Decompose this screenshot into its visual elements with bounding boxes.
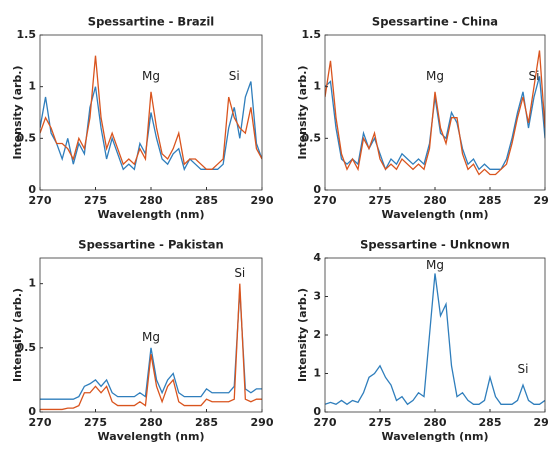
x-tick-label: 285	[479, 194, 502, 207]
x-tick-label: 290	[251, 194, 274, 207]
spectrum-line	[325, 50, 545, 176]
y-tick-label: 3	[313, 290, 321, 303]
x-tick-label: 285	[479, 416, 502, 429]
x-tick-label: 285	[195, 194, 218, 207]
x-tick-label: 270	[29, 194, 52, 207]
x-axis-label: Wavelength (nm)	[98, 208, 205, 221]
annotation: Mg	[426, 69, 444, 83]
y-tick-label: 1.5	[302, 28, 322, 41]
x-tick-label: 280	[140, 194, 163, 207]
spectrum-line	[40, 283, 262, 411]
annotation: Si	[529, 69, 540, 83]
spectrum-line	[325, 273, 545, 406]
x-axis-label: Wavelength (nm)	[382, 208, 489, 221]
x-tick-label: 275	[369, 416, 392, 429]
x-tick-label: 275	[84, 416, 107, 429]
spectrum-line	[325, 76, 545, 171]
y-tick-label: 1	[313, 80, 321, 93]
y-tick-label: 2	[313, 328, 321, 341]
chart-title: Spessartine - China	[372, 15, 498, 29]
axes-box	[324, 257, 546, 413]
x-tick-label: 270	[314, 194, 337, 207]
y-tick-label: 0	[313, 183, 321, 196]
y-tick-label: 0	[313, 405, 321, 418]
annotation: Mg	[426, 258, 444, 272]
y-axis-label: Intensity (arb.)	[296, 288, 309, 382]
x-tick-label: 275	[84, 194, 107, 207]
annotation: Mg	[142, 69, 160, 83]
x-axis-label: Wavelength (nm)	[98, 430, 205, 443]
y-tick-label: 1	[28, 277, 36, 290]
spectrum-line	[40, 55, 262, 170]
spectrum-line	[40, 290, 262, 400]
y-axis-label: Intensity (arb.)	[296, 65, 309, 159]
x-tick-label: 285	[195, 416, 218, 429]
y-tick-label: 0.5	[302, 131, 322, 144]
annotation: Si	[518, 362, 529, 376]
annotation: Mg	[142, 330, 160, 344]
y-axis-label: Intensity (arb.)	[11, 288, 24, 382]
y-tick-label: 0.5	[17, 131, 37, 144]
y-axis-label: Intensity (arb.)	[11, 65, 24, 159]
chart-title: Spessartine - Pakistan	[78, 238, 223, 252]
x-tick-label: 270	[29, 416, 52, 429]
annotation: Si	[234, 266, 245, 280]
x-tick-label: 280	[424, 416, 447, 429]
x-tick-label: 290	[534, 194, 548, 207]
x-tick-label: 280	[140, 416, 163, 429]
y-tick-label: 0.5	[17, 341, 37, 354]
x-tick-label: 290	[534, 416, 548, 429]
x-tick-label: 270	[314, 416, 337, 429]
y-tick-label: 0	[28, 405, 36, 418]
y-tick-label: 1.5	[17, 28, 37, 41]
spectrum-line	[40, 81, 262, 172]
x-tick-label: 275	[369, 194, 392, 207]
chart-title: Spessartine - Unknown	[360, 238, 510, 252]
y-tick-label: 4	[313, 251, 321, 264]
y-tick-label: 1	[28, 80, 36, 93]
x-tick-label: 280	[424, 194, 447, 207]
x-axis-label: Wavelength (nm)	[382, 430, 489, 443]
annotation: Si	[229, 69, 240, 83]
x-tick-label: 290	[251, 416, 274, 429]
chart-title: Spessartine - Brazil	[88, 15, 214, 29]
y-tick-label: 0	[28, 183, 36, 196]
y-tick-label: 1	[313, 367, 321, 380]
